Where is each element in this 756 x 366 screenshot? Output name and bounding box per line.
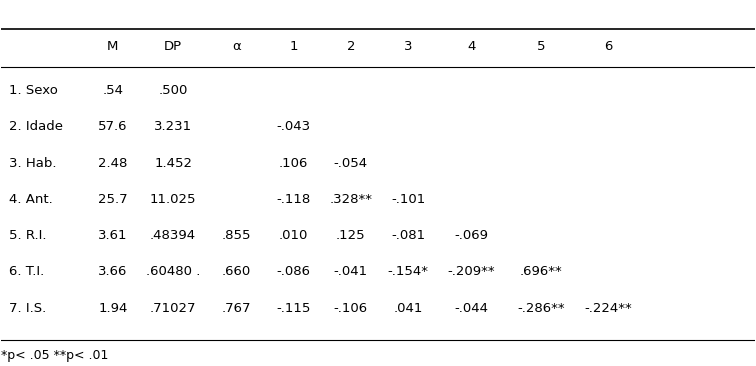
Text: 57.6: 57.6 bbox=[98, 120, 128, 133]
Text: 4: 4 bbox=[467, 40, 476, 53]
Text: 2. Idade: 2. Idade bbox=[9, 120, 63, 133]
Text: 1.452: 1.452 bbox=[154, 157, 192, 169]
Text: -.101: -.101 bbox=[391, 193, 426, 206]
Text: -.115: -.115 bbox=[277, 302, 311, 315]
Text: .328**: .328** bbox=[330, 193, 373, 206]
Text: *p< .05 **p< .01: *p< .05 **p< .01 bbox=[2, 349, 109, 362]
Text: -.069: -.069 bbox=[454, 229, 488, 242]
Text: 3.231: 3.231 bbox=[154, 120, 192, 133]
Text: 1. Sexo: 1. Sexo bbox=[9, 84, 57, 97]
Text: 1: 1 bbox=[290, 40, 298, 53]
Text: .125: .125 bbox=[336, 229, 366, 242]
Text: -.054: -.054 bbox=[334, 157, 368, 169]
Text: 5: 5 bbox=[537, 40, 545, 53]
Text: -.081: -.081 bbox=[391, 229, 425, 242]
Text: 4. Ant.: 4. Ant. bbox=[9, 193, 53, 206]
Text: 25.7: 25.7 bbox=[98, 193, 128, 206]
Text: 3.61: 3.61 bbox=[98, 229, 128, 242]
Text: -.106: -.106 bbox=[334, 302, 368, 315]
Text: .855: .855 bbox=[222, 229, 251, 242]
Text: DP: DP bbox=[164, 40, 182, 53]
Text: 7. I.S.: 7. I.S. bbox=[9, 302, 46, 315]
Text: .48394: .48394 bbox=[150, 229, 197, 242]
Text: .71027: .71027 bbox=[150, 302, 197, 315]
Text: α: α bbox=[232, 40, 240, 53]
Text: -.086: -.086 bbox=[277, 265, 311, 279]
Text: 6. T.I.: 6. T.I. bbox=[9, 265, 44, 279]
Text: .767: .767 bbox=[222, 302, 251, 315]
Text: -.224**: -.224** bbox=[584, 302, 632, 315]
Text: -.209**: -.209** bbox=[448, 265, 495, 279]
Text: .660: .660 bbox=[222, 265, 251, 279]
Text: 2: 2 bbox=[347, 40, 355, 53]
Text: .010: .010 bbox=[279, 229, 308, 242]
Text: M: M bbox=[107, 40, 119, 53]
Text: .54: .54 bbox=[102, 84, 123, 97]
Text: -.118: -.118 bbox=[277, 193, 311, 206]
Text: -.286**: -.286** bbox=[517, 302, 565, 315]
Text: .106: .106 bbox=[279, 157, 308, 169]
Text: .500: .500 bbox=[159, 84, 187, 97]
Text: -.154*: -.154* bbox=[388, 265, 429, 279]
Text: .60480 .: .60480 . bbox=[146, 265, 200, 279]
Text: 3: 3 bbox=[404, 40, 412, 53]
Text: 6: 6 bbox=[604, 40, 612, 53]
Text: .041: .041 bbox=[393, 302, 423, 315]
Text: -.044: -.044 bbox=[454, 302, 488, 315]
Text: -.041: -.041 bbox=[334, 265, 368, 279]
Text: 3.66: 3.66 bbox=[98, 265, 128, 279]
Text: 2.48: 2.48 bbox=[98, 157, 128, 169]
Text: 1.94: 1.94 bbox=[98, 302, 128, 315]
Text: 3. Hab.: 3. Hab. bbox=[9, 157, 57, 169]
Text: -.043: -.043 bbox=[277, 120, 311, 133]
Text: 5. R.I.: 5. R.I. bbox=[9, 229, 46, 242]
Text: .696**: .696** bbox=[519, 265, 562, 279]
Text: 11.025: 11.025 bbox=[150, 193, 197, 206]
